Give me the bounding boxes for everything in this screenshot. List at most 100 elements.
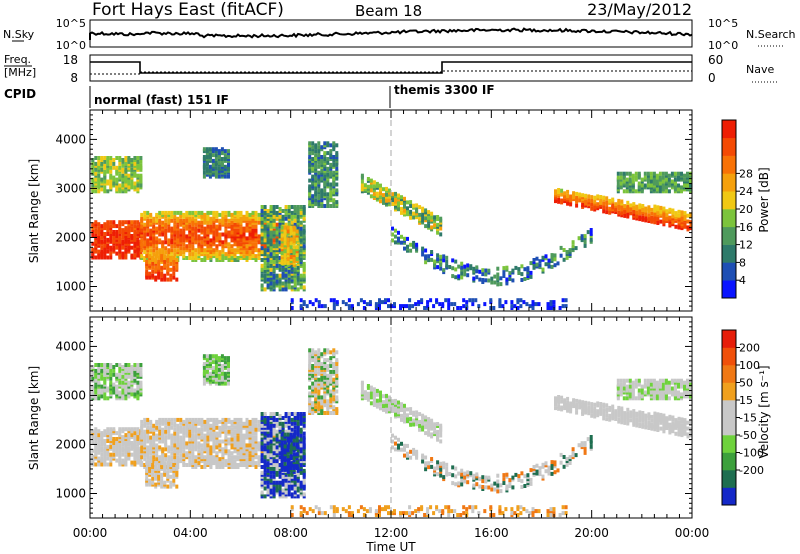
power-cell [326,192,330,197]
power-cell [335,200,339,205]
power-cell [260,250,264,255]
beam-title: Beam 18 [355,2,422,20]
power-cell [115,224,119,229]
velocity-cell [166,470,170,475]
power-cell [121,163,125,168]
power-cell [272,230,276,235]
power-cell [566,193,570,198]
velocity-cell [227,429,231,434]
power-cell [124,255,128,260]
power-cell [170,218,174,223]
power-cell [418,205,422,210]
power-cell [173,236,177,241]
power-cell [317,164,321,169]
power-cell [194,226,198,231]
power-cell [100,245,104,250]
power-cell [97,161,101,166]
velocity-cell [149,419,153,424]
power-cell [278,273,282,278]
power-cell [369,184,373,189]
velocity-cell [158,417,162,422]
velocity-cell [248,447,252,452]
velocity-cell [202,369,206,374]
velocity-cell [218,431,222,436]
power-cell [109,255,113,260]
power-cell [227,155,230,159]
power-cell [124,247,128,252]
velocity-cell [197,435,201,440]
power-cell [299,230,303,235]
velocity-cell [158,455,162,460]
power-cell [299,226,303,231]
velocity-cell [227,417,231,422]
nave-tick-bottom: 0 [708,71,716,85]
power-cell [272,283,276,288]
velocity-cell [211,354,215,359]
power-cell [157,256,161,260]
power-cell [308,147,312,152]
power-cell [683,177,686,182]
velocity-cell [169,463,173,467]
power-cell [445,263,449,268]
power-cell [200,228,204,233]
power-cell [490,276,494,281]
power-cell [577,236,581,241]
power-cell [236,214,240,219]
power-cell [593,195,597,200]
power-cell [284,205,288,209]
velocity-cell [172,478,176,483]
power-cell [614,202,618,207]
power-cell [496,272,500,277]
power-cell [194,252,198,257]
power-cell [549,300,553,305]
power-cell [314,143,318,148]
power-cell [415,207,419,212]
power-cell [281,271,285,276]
power-cell [263,261,267,266]
power-cell [278,228,282,233]
power-cell [133,171,137,176]
power-cell [248,250,252,255]
power-cell [115,251,119,256]
power-cell [233,210,237,215]
power-cell [191,226,195,231]
power-cell [409,248,413,253]
velocity-cell [202,362,206,366]
power-cell [559,245,563,250]
power-cell [179,246,183,251]
velocity-cell [100,384,104,389]
power-cell [149,248,153,253]
power-cell [649,171,653,176]
power-cell [176,230,180,235]
power-cell [215,210,219,215]
power-cell [164,210,168,215]
velocity-cell [254,417,258,422]
velocity-cell [124,454,128,459]
velocity-cell [109,380,113,385]
velocity-cell [272,459,276,464]
power-cell [481,278,485,282]
power-cell [664,171,668,176]
power-cell [686,225,690,230]
velocity-cell [254,461,258,466]
velocity-cell [197,427,201,432]
velocity-cell [214,354,218,359]
power-cell [170,238,174,243]
power-cell [326,172,330,177]
velocity-cell [185,417,189,422]
power-cell [292,249,296,254]
power-cell [91,177,95,182]
velocity-cell [118,380,122,385]
power-cell [227,174,230,179]
power-cell [103,232,107,236]
power-colorbar-tick-label: 28 [739,167,753,180]
power-cell [484,278,488,283]
velocity-cell [140,445,144,450]
power-cell [468,298,472,303]
power-cell [484,272,488,277]
power-cell [269,238,273,243]
velocity-cell [160,484,164,489]
velocity-cell [106,427,110,432]
power-cell [629,203,633,208]
